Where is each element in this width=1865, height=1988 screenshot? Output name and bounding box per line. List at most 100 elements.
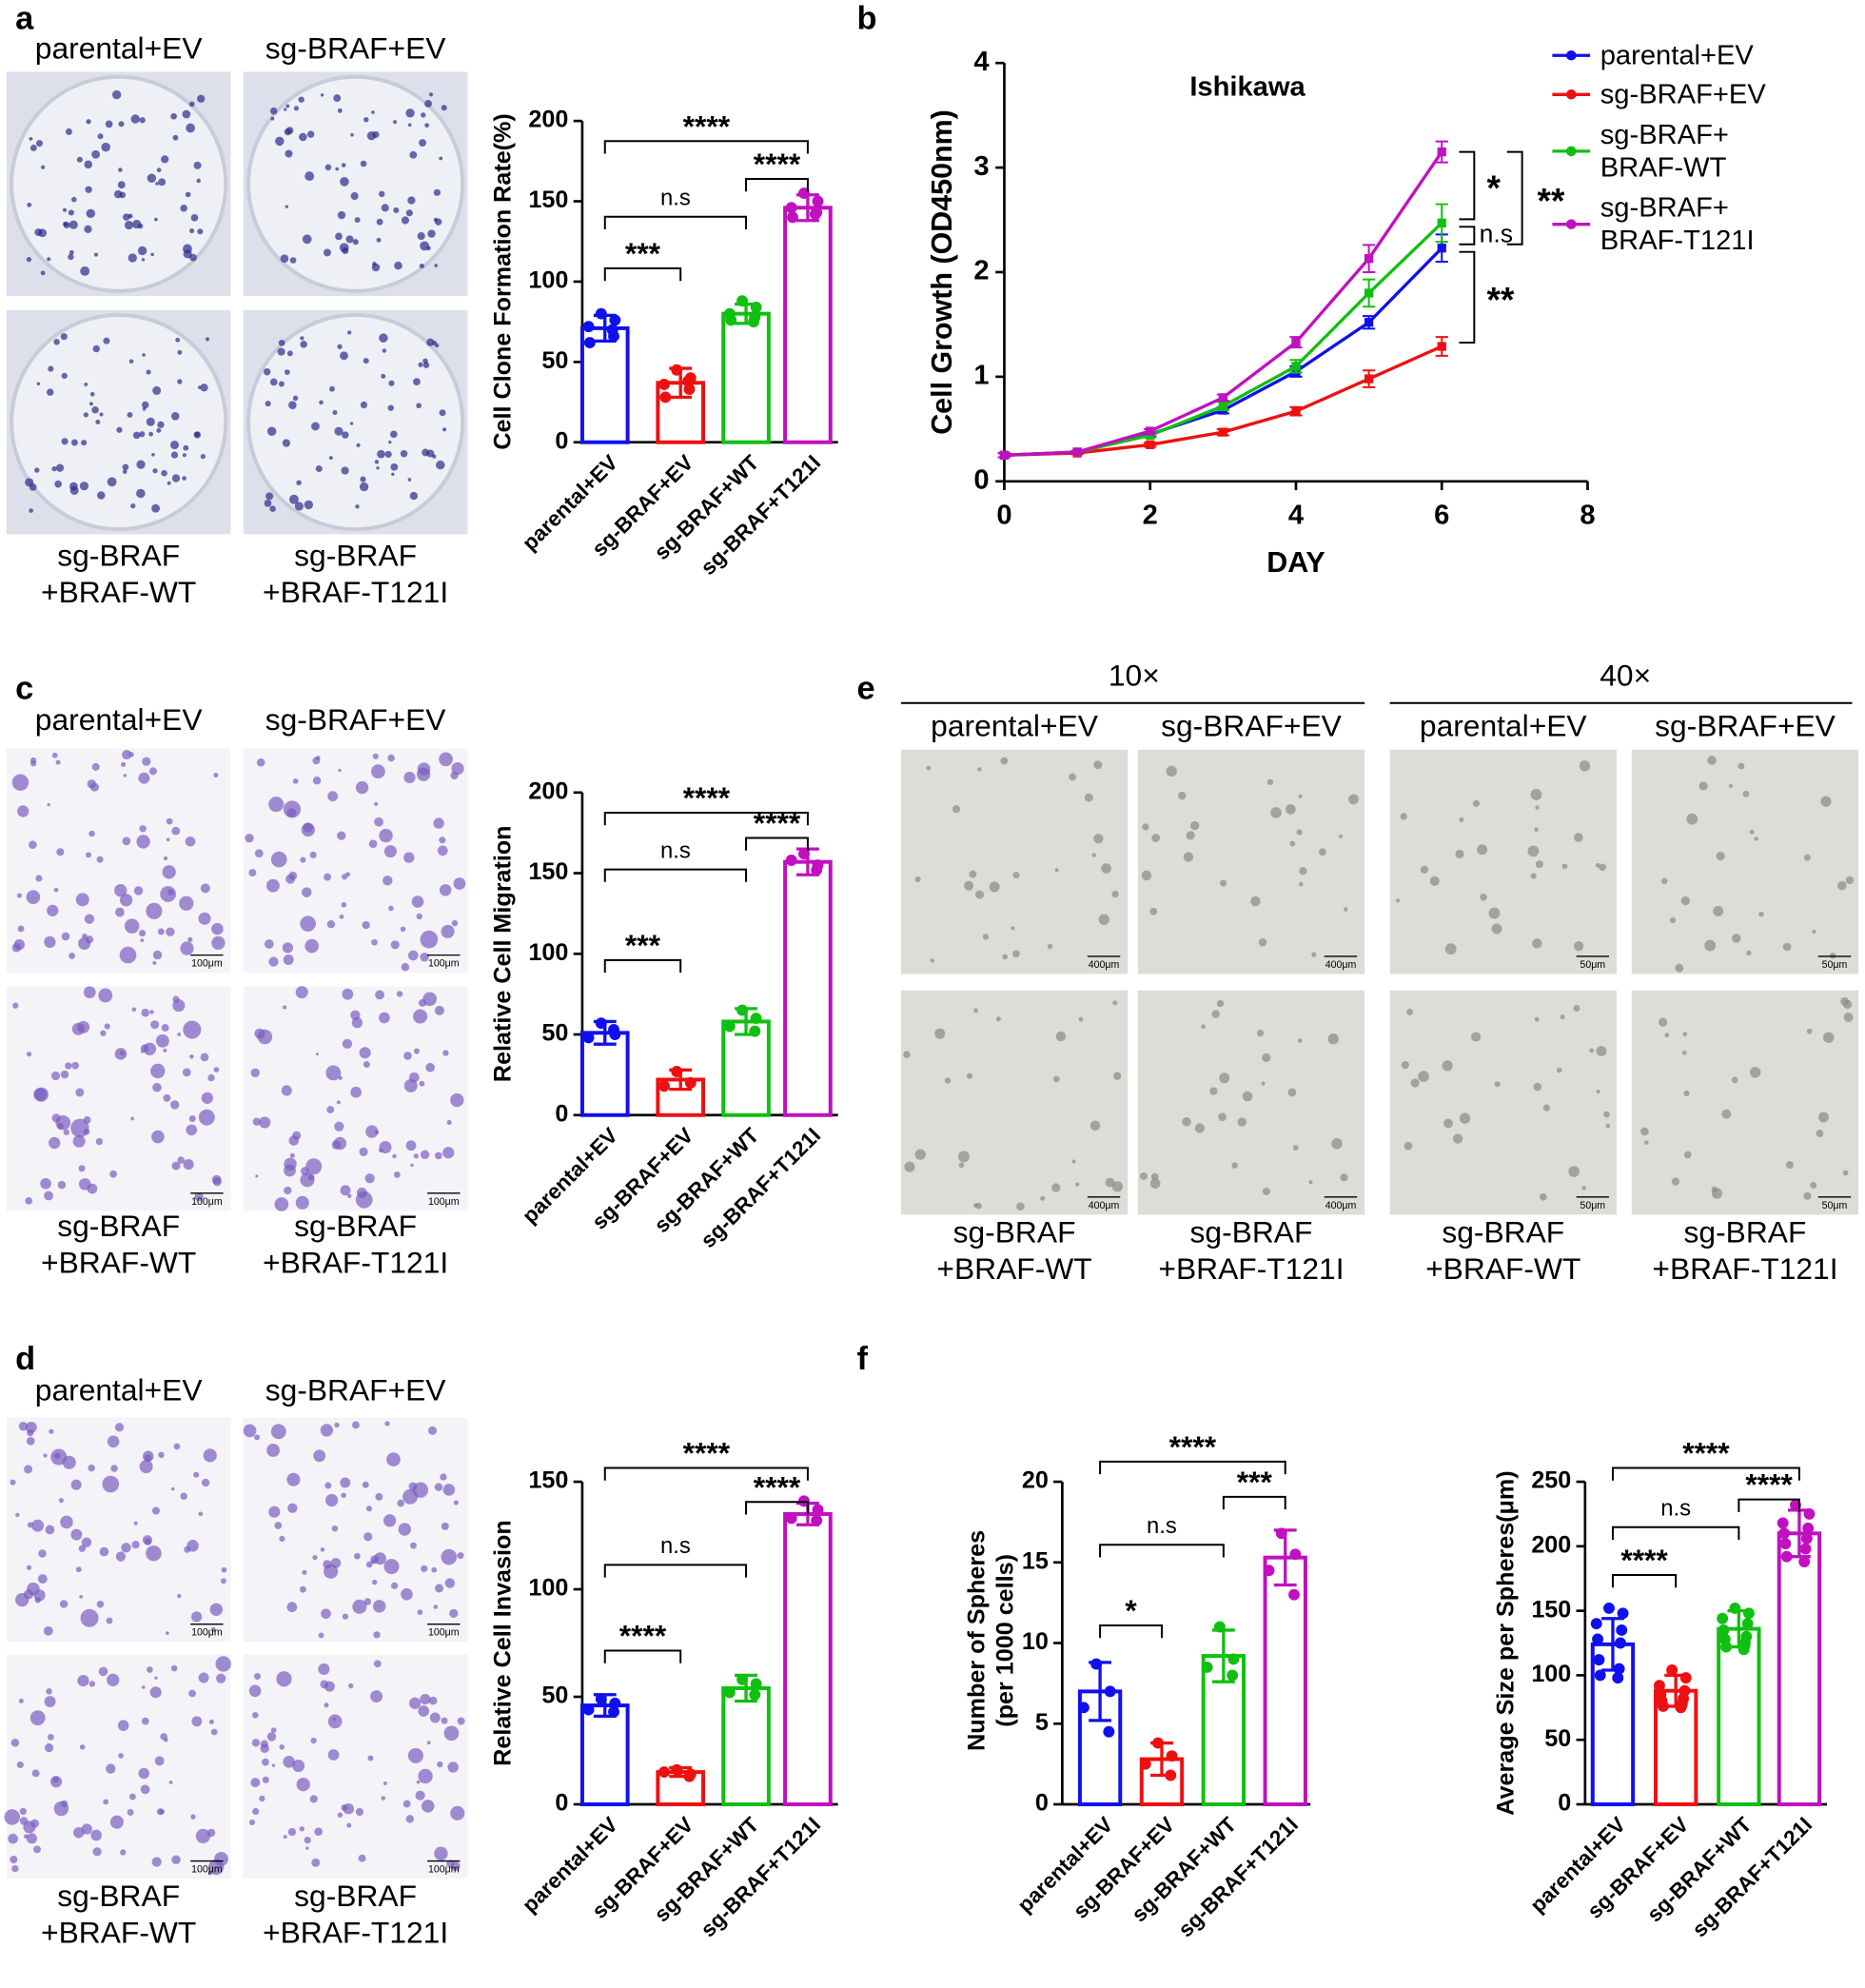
photo-speck [1183, 852, 1194, 862]
photo-speck [1535, 860, 1543, 869]
photo-speck [177, 1156, 185, 1164]
photo-speck [280, 254, 289, 263]
x-tick-label: 2 [1143, 501, 1158, 531]
data-point [1614, 1637, 1626, 1649]
photo-speck [284, 1164, 296, 1177]
photo-speck [298, 96, 304, 103]
photo-speck [166, 1631, 169, 1635]
photo-speck [51, 465, 57, 472]
photo-speck [271, 1763, 276, 1767]
photo-speck [183, 1158, 194, 1171]
photo-label-text: sg-BRAF +BRAF-WT [1425, 1215, 1581, 1287]
photo-speck [1472, 799, 1481, 807]
photo-speck [289, 257, 297, 264]
photo-speck [1149, 1178, 1161, 1189]
photo-speck [419, 263, 424, 268]
photo-speck [300, 336, 304, 341]
data-point [723, 1686, 736, 1699]
photo-label: sg-BRAF +BRAF-WT [41, 1210, 196, 1280]
photo-speck [16, 1761, 24, 1769]
data-point [1364, 374, 1374, 384]
photo-speck [188, 1114, 196, 1122]
magnification: 10× [1109, 659, 1160, 693]
photo-speck [203, 1448, 217, 1463]
photo-speck [284, 128, 292, 136]
significance-bracket [603, 267, 682, 282]
photo-speck [372, 753, 379, 759]
photo-speck [12, 1002, 19, 1009]
photo-speck [1201, 1024, 1206, 1029]
photo-speck [1823, 1032, 1835, 1043]
photo-speck [301, 887, 312, 897]
photo-speck [420, 1150, 430, 1159]
photo-speck [360, 160, 367, 167]
photo-speck [128, 752, 134, 758]
data-point [609, 314, 621, 326]
photo-speck [120, 761, 127, 767]
photo-label: sg-BRAF +BRAF-WT [1425, 1215, 1581, 1287]
photo-speck [118, 1753, 124, 1759]
photo-speck [122, 469, 128, 474]
significance-bracket [603, 811, 809, 826]
photo-speck [179, 896, 194, 911]
bar [783, 859, 833, 1117]
photo-speck [1016, 1202, 1025, 1211]
photo-speck [1286, 804, 1296, 815]
photo-speck [284, 1186, 292, 1195]
significance-label: **** [754, 147, 801, 181]
photo-speck [170, 451, 179, 459]
y-tick-label: 2 [973, 256, 989, 286]
data-point [725, 314, 737, 326]
photo-speck [1091, 853, 1096, 857]
photo-speck [1047, 943, 1053, 950]
scale-bar-label: 100μm [191, 1627, 223, 1639]
photo-speck [151, 503, 161, 513]
photo-speck [390, 1582, 399, 1589]
scale-bar-label: 100μm [191, 958, 223, 970]
photo-speck [75, 1566, 82, 1573]
photo-speck [382, 348, 387, 353]
photo-speck [441, 924, 455, 938]
photo-speck [413, 1009, 428, 1024]
photo-speck [437, 845, 448, 856]
photo-speck [260, 1743, 269, 1753]
photo-speck [347, 1193, 352, 1198]
photo-speck [1596, 1089, 1600, 1093]
photo-speck [30, 760, 37, 767]
photo-speck [1343, 907, 1348, 912]
magnification: 40× [1600, 659, 1651, 693]
photo-speck [110, 1465, 118, 1472]
photo-speck [83, 412, 89, 418]
photo-speck [100, 1030, 107, 1036]
photo-speck [335, 167, 340, 171]
bar [783, 206, 833, 444]
data-point [1437, 244, 1446, 253]
photo-speck [16, 893, 22, 898]
photo-speck [186, 1539, 199, 1552]
photo-speck [310, 1737, 317, 1744]
photo-label: sg-BRAF +BRAF-T121I [263, 1880, 448, 1950]
photo-label: sg-BRAF +BRAF-T121I [1158, 1216, 1344, 1287]
photo-speck [408, 1072, 420, 1083]
data-point [1741, 1618, 1754, 1630]
photo-speck [278, 381, 285, 387]
photo-speck [374, 460, 380, 464]
photo-speck [442, 1147, 455, 1159]
photo-speck [410, 1163, 414, 1168]
photo-speck [381, 373, 386, 379]
photo-speck [1560, 1014, 1565, 1020]
photo-label: parental+EV [35, 1372, 204, 1407]
photo-speck [139, 825, 147, 833]
data-point [658, 1766, 670, 1779]
photo-speck [1348, 794, 1359, 805]
photo-speck [1443, 1118, 1453, 1129]
photo-speck [413, 1048, 420, 1054]
photo-speck [188, 1689, 197, 1698]
y-axis-label: Cell Growth (OD450nm) [926, 109, 958, 435]
photo-speck [56, 848, 65, 856]
photo-speck [1400, 813, 1407, 820]
photo-speck [383, 1514, 397, 1527]
photo-speck [1488, 907, 1501, 919]
data-point [811, 1514, 823, 1526]
photo-speck [90, 1829, 103, 1841]
